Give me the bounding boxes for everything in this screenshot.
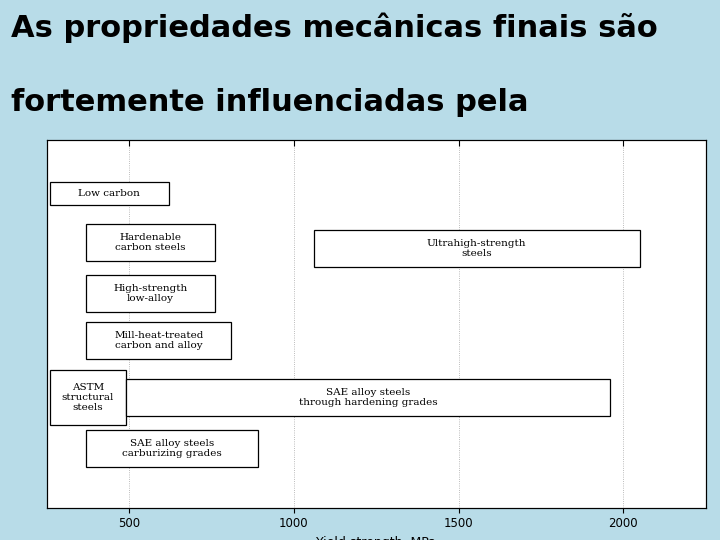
Text: fortemente influenciadas pela: fortemente influenciadas pela	[11, 87, 528, 117]
Bar	[50, 182, 168, 205]
Bar	[50, 370, 126, 425]
Text: Hardenable
carbon steels: Hardenable carbon steels	[115, 233, 186, 252]
Text: ASTM
structural
steels: ASTM structural steels	[62, 382, 114, 413]
Bar	[126, 379, 610, 416]
Text: SAE alloy steels
through hardening grades: SAE alloy steels through hardening grade…	[299, 388, 437, 407]
Text: Mill-heat-treated
carbon and alloy: Mill-heat-treated carbon and alloy	[114, 330, 204, 350]
Bar	[86, 224, 215, 261]
Bar	[314, 230, 640, 267]
Bar	[86, 430, 258, 467]
Text: Low carbon: Low carbon	[78, 189, 140, 198]
X-axis label: Yield strength, MPa: Yield strength, MPa	[316, 536, 436, 540]
Text: As propriedades mecânicas finais são: As propriedades mecânicas finais são	[11, 12, 657, 43]
Bar	[86, 322, 231, 359]
Bar	[86, 275, 215, 312]
Text: High-strength
low-alloy: High-strength low-alloy	[114, 284, 188, 303]
Text: SAE alloy steels
carburizing grades: SAE alloy steels carburizing grades	[122, 438, 222, 458]
Text: Ultrahigh-strength
steels: Ultrahigh-strength steels	[427, 239, 526, 258]
